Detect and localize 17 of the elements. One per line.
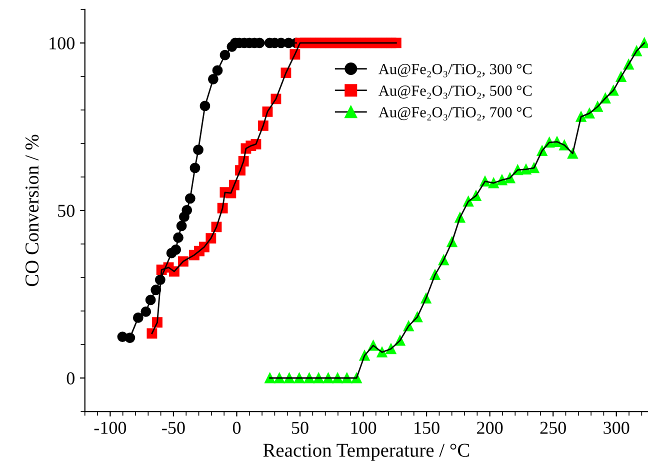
x-tick-label: 0	[232, 422, 241, 434]
x-tick-label: 200	[477, 422, 503, 434]
x-tick-label: 250	[540, 422, 566, 434]
x-tick-label: 300	[604, 422, 630, 434]
legend-label: Au@Fe₂O₃/TiO₂, 300 °C	[378, 64, 532, 78]
x-tick-label: -50	[162, 422, 185, 434]
x-axis-title: Reaction Temperature / °C	[263, 444, 470, 461]
x-tick-label: 150	[414, 422, 440, 434]
x-tick-label: 50	[292, 422, 308, 434]
y-tick-label: 0	[66, 372, 74, 384]
x-tick-label: -100	[94, 422, 126, 434]
x-tick-label: 100	[351, 422, 376, 434]
y-axis-title: CO Conversion / %	[25, 134, 39, 286]
y-tick-label: 50	[58, 204, 74, 217]
legend-label: Au@Fe₂O₃/TiO₂, 700 °C	[378, 107, 532, 120]
legend-label: Au@Fe₂O₃/TiO₂, 500 °C	[378, 86, 532, 99]
y-tick-label: 100	[50, 37, 74, 50]
